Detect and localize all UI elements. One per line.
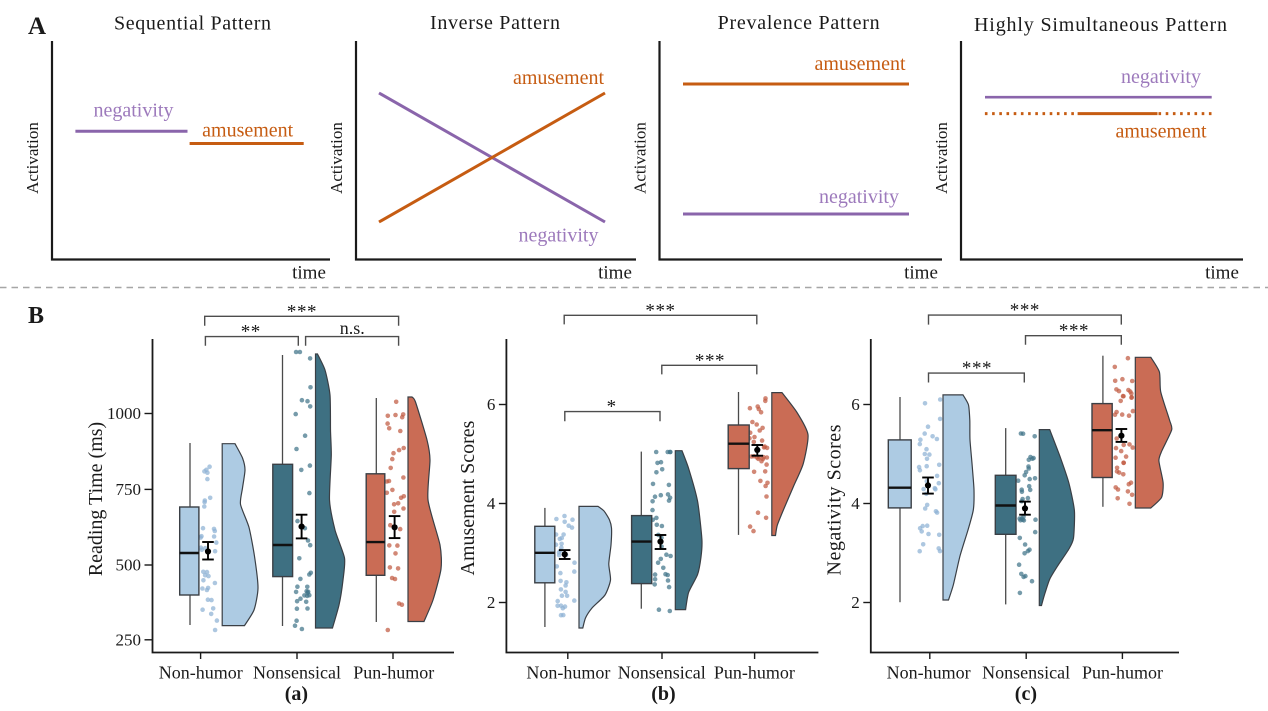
svg-text:4: 4 — [487, 494, 496, 513]
svg-text:amusement: amusement — [1115, 121, 1207, 143]
svg-text:Inverse Pattern: Inverse Pattern — [430, 12, 560, 34]
svg-text:time: time — [1205, 263, 1239, 284]
svg-text:750: 750 — [116, 480, 142, 499]
svg-text:Nonsensical: Nonsensical — [618, 663, 706, 683]
svg-text:amusement: amusement — [202, 120, 294, 142]
svg-text:***: *** — [645, 300, 675, 321]
svg-text:negativity: negativity — [519, 225, 599, 247]
svg-text:Activation: Activation — [630, 122, 649, 194]
svg-text:*: * — [607, 397, 617, 418]
svg-text:Pun-humor: Pun-humor — [353, 663, 434, 683]
svg-text:**: ** — [241, 322, 261, 343]
svg-text:Amusement Scores: Amusement Scores — [457, 420, 479, 575]
svg-text:negativity: negativity — [1121, 66, 1201, 88]
svg-text:negativity: negativity — [819, 186, 899, 208]
svg-text:***: *** — [695, 350, 725, 371]
svg-text:time: time — [904, 263, 938, 284]
svg-text:Activation: Activation — [23, 122, 42, 194]
svg-text:4: 4 — [851, 494, 860, 513]
svg-text:250: 250 — [116, 630, 142, 649]
svg-text:Pun-humor: Pun-humor — [1082, 663, 1163, 683]
svg-text:***: *** — [962, 358, 992, 379]
svg-text:A: A — [28, 13, 46, 40]
svg-text:Highly Simultaneous Pattern: Highly Simultaneous Pattern — [974, 14, 1227, 36]
svg-text:Nonsensical: Nonsensical — [253, 663, 341, 683]
svg-text:***: *** — [1010, 300, 1040, 321]
svg-text:Activation: Activation — [932, 122, 951, 194]
svg-text:Activation: Activation — [327, 122, 346, 194]
svg-text:2: 2 — [487, 593, 496, 612]
svg-text:time: time — [598, 263, 632, 284]
svg-text:Nonsensical: Nonsensical — [982, 663, 1070, 683]
svg-text:Non-humor: Non-humor — [887, 663, 971, 683]
svg-text:negativity: negativity — [94, 100, 174, 122]
svg-text:(c): (c) — [1015, 683, 1037, 705]
svg-text:Prevalence Pattern: Prevalence Pattern — [718, 12, 880, 34]
svg-text:2: 2 — [851, 593, 860, 612]
svg-text:amusement: amusement — [814, 53, 906, 75]
svg-text:(a): (a) — [285, 683, 308, 705]
svg-text:***: *** — [287, 301, 317, 322]
svg-text:time: time — [292, 263, 326, 284]
svg-text:Sequential Pattern: Sequential Pattern — [114, 12, 271, 34]
svg-text:n.s.: n.s. — [340, 318, 365, 338]
svg-text:amusement: amusement — [513, 67, 605, 89]
svg-text:Pun-humor: Pun-humor — [714, 663, 795, 683]
svg-text:6: 6 — [851, 395, 860, 414]
svg-text:6: 6 — [487, 395, 496, 414]
svg-text:(b): (b) — [651, 683, 675, 705]
svg-text:1000: 1000 — [107, 404, 141, 423]
svg-text:B: B — [28, 303, 44, 329]
svg-text:Reading Time (ms): Reading Time (ms) — [85, 422, 107, 576]
svg-text:Non-humor: Non-humor — [526, 663, 610, 683]
svg-text:Non-humor: Non-humor — [159, 663, 243, 683]
svg-text:500: 500 — [116, 556, 142, 575]
svg-text:Negativity Scores: Negativity Scores — [824, 424, 846, 575]
svg-text:***: *** — [1059, 321, 1089, 342]
